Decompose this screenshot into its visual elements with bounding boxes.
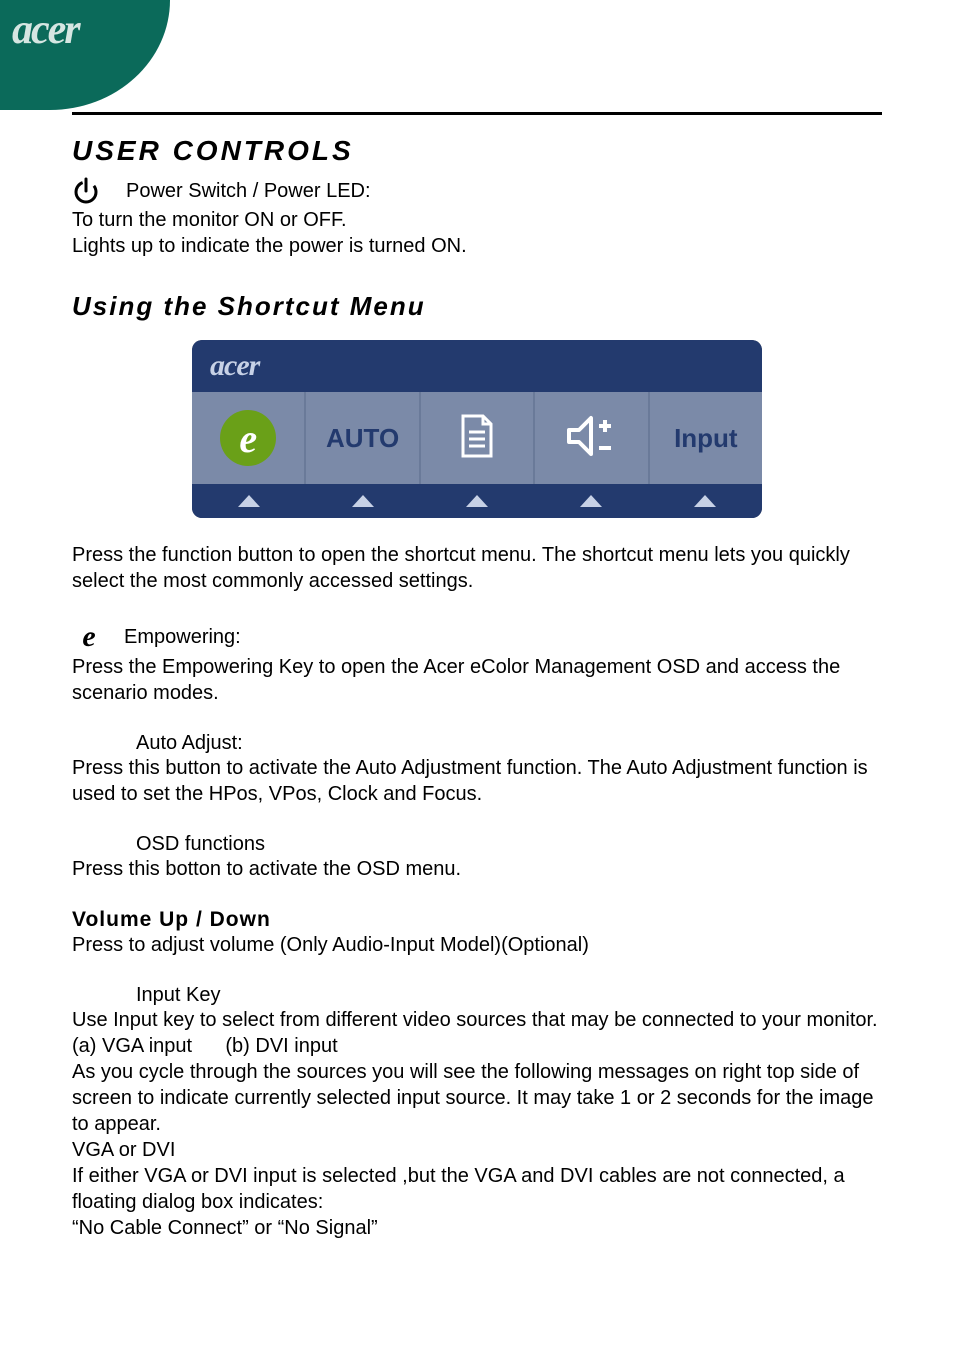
heading-user-controls: USER CONTROLS [72,135,882,167]
osd-titlebar: acer [192,340,762,392]
input-key-line4: VGA or DVI [72,1137,882,1163]
osd-arrow-4 [534,484,648,518]
input-key-line5: If either VGA or DVI input is selected ,… [72,1163,882,1215]
top-rule [72,112,882,115]
osd-btn-menu[interactable] [421,392,535,484]
auto-adjust-body: Press this button to activate the Auto A… [72,755,882,807]
brand-corner-badge: acer [0,0,170,110]
input-key-line1: Use Input key to select from different v… [72,1007,882,1033]
osd-button-row: e AUTO [192,392,762,484]
input-key-title: Input Key [136,984,882,1007]
power-icon [72,177,100,205]
menu-document-icon [457,414,497,463]
osd-btn-volume[interactable] [535,392,649,484]
empowering-title: Empowering: [124,626,241,649]
volume-title: Volume Up / Down [72,908,882,932]
volume-plus-minus-icon [565,414,617,463]
power-line1: To turn the monitor ON or OFF. [72,207,882,233]
osd-brand-logo: acer [210,349,259,383]
power-label: Power Switch / Power LED: [126,180,371,203]
empowering-body: Press the Empowering Key to open the Ace… [72,654,882,706]
osd-input-label: Input [674,423,738,454]
osd-btn-input[interactable]: Input [650,392,762,484]
power-line2: Lights up to indicate the power is turne… [72,233,882,259]
osd-functions-body: Press this botton to activate the OSD me… [72,856,882,882]
empowering-e-icon: e [220,410,276,466]
input-key-line3: As you cycle through the sources you wil… [72,1059,882,1137]
power-row: Power Switch / Power LED: [72,177,882,205]
osd-btn-auto[interactable]: AUTO [306,392,420,484]
input-key-line2: (a) VGA input (b) DVI input [72,1033,882,1059]
osd-functions-title: OSD functions [136,833,882,856]
empowering-e-glyph-icon: e [72,620,106,654]
page-content: USER CONTROLS Power Switch / Power LED: … [72,100,882,1241]
osd-btn-empowering[interactable]: e [192,392,306,484]
brand-logo-text: acer [12,6,79,54]
input-key-line6: “No Cable Connect” or “No Signal” [72,1215,882,1241]
osd-arrow-2 [306,484,420,518]
osd-arrow-3 [420,484,534,518]
osd-arrow-1 [192,484,306,518]
osd-auto-label: AUTO [326,423,399,454]
osd-arrow-5 [648,484,762,518]
osd-arrow-row [192,484,762,518]
volume-body: Press to adjust volume (Only Audio-Input… [72,932,882,958]
empowering-row: e Empowering: [72,620,882,654]
osd-shortcut-menu: acer e AUTO [192,340,762,518]
heading-shortcut-menu: Using the Shortcut Menu [72,291,882,322]
shortcut-intro-text: Press the function button to open the sh… [72,542,882,594]
auto-adjust-title: Auto Adjust: [136,732,882,755]
